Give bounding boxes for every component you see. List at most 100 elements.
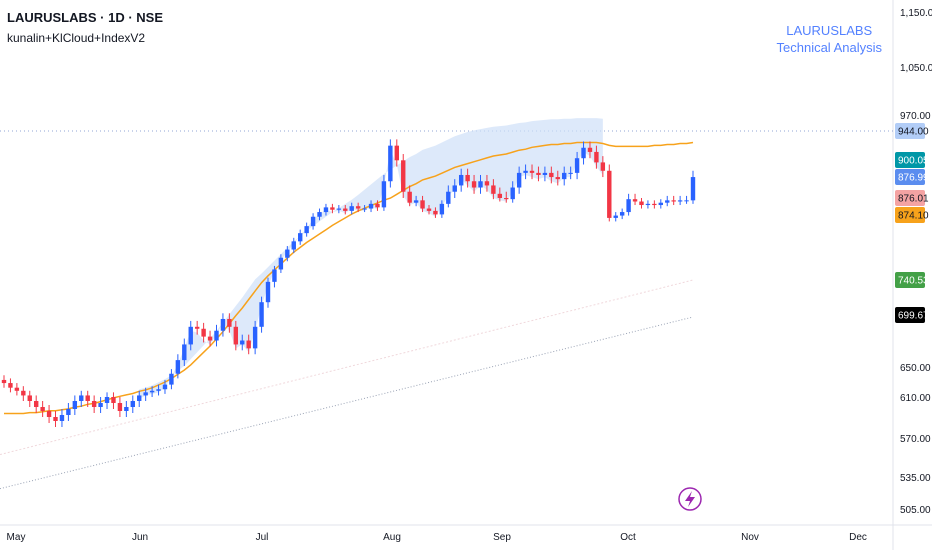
- candle: [130, 395, 135, 413]
- price-axis[interactable]: 1,150.00 1,050.00 970.00 610.00 650.00 570.00…: [900, 8, 932, 516]
- candle: [240, 334, 245, 351]
- price-tag: 900.05: [895, 152, 929, 168]
- candle: [523, 164, 528, 180]
- candle: [555, 170, 560, 186]
- candle: [684, 195, 689, 204]
- candle: [98, 397, 103, 413]
- x-tick-label: Oct: [620, 532, 636, 543]
- candle: [426, 205, 432, 215]
- price-tag-label: 876.01: [898, 194, 929, 205]
- y-tick-label: 970.00: [900, 111, 931, 122]
- candle: [298, 229, 303, 245]
- candle: [285, 246, 290, 262]
- price-tag-label: 740.53: [898, 276, 929, 287]
- candle: [613, 212, 618, 222]
- candle: [619, 208, 625, 220]
- indicator-name[interactable]: kunalin+KlCloud+IndexV2: [7, 31, 146, 45]
- candle: [91, 395, 97, 413]
- candle: [491, 179, 496, 200]
- candle: [310, 213, 316, 230]
- candle: [478, 174, 483, 194]
- candle: [542, 166, 548, 182]
- candle: [465, 168, 470, 188]
- candle: [645, 200, 651, 209]
- candle: [265, 277, 271, 308]
- candle: [375, 200, 380, 211]
- price-tag: 944.00: [895, 123, 929, 139]
- candle: [549, 166, 554, 184]
- price-tag-label: 900.05: [898, 156, 929, 167]
- candle: [117, 397, 123, 417]
- time-axis[interactable]: May Jun Jul Aug Sep Oct Nov Dec: [7, 532, 867, 543]
- price-tags: 944.00 900.05 876.99 876.01 874.10 740.53 699.…: [895, 123, 929, 323]
- candle: [59, 409, 65, 427]
- candle: [137, 390, 142, 407]
- candle: [111, 392, 116, 409]
- candle: [420, 195, 425, 213]
- candle: [497, 187, 503, 202]
- x-tick-label: Sep: [493, 532, 511, 543]
- candle: [104, 392, 110, 409]
- candle: [188, 320, 193, 351]
- candle: [252, 320, 258, 355]
- candle: [407, 185, 412, 207]
- candle: [401, 154, 406, 198]
- candle: [446, 185, 451, 208]
- price-tag-label: 876.99: [898, 173, 929, 184]
- candle: [343, 205, 348, 215]
- candle: [394, 139, 399, 167]
- x-tick-label: Nov: [741, 532, 759, 543]
- x-tick-label: Jul: [256, 532, 269, 543]
- price-tag-label: 874.10: [898, 211, 929, 222]
- price-tag: 874.10: [895, 207, 929, 223]
- candle: [349, 202, 354, 215]
- watermark: LAURUSLABS Technical Analysis: [777, 22, 883, 56]
- candle: [330, 203, 335, 214]
- candle: [458, 168, 464, 192]
- candle: [671, 195, 676, 206]
- x-tick-label: Aug: [383, 532, 401, 543]
- candle: [143, 387, 148, 401]
- candle: [149, 386, 155, 397]
- candle: [278, 254, 284, 273]
- price-tag-label: 944.00: [898, 127, 929, 138]
- symbol-title[interactable]: LAURUSLABS · 1D · NSE: [7, 10, 164, 25]
- ma-long-upper: [0, 279, 694, 456]
- y-tick-label: 610.00: [900, 393, 931, 404]
- candle: [690, 170, 696, 204]
- candle: [658, 199, 664, 209]
- candle: [194, 320, 200, 335]
- watermark-line-2: Technical Analysis: [776, 40, 883, 55]
- x-tick-label: Jun: [132, 532, 148, 543]
- candle: [433, 207, 438, 218]
- price-tag-label: 699.67: [898, 311, 929, 322]
- candle: [169, 369, 174, 390]
- candle: [504, 191, 509, 203]
- candle: [336, 205, 342, 214]
- candle: [33, 395, 39, 413]
- y-tick-label: 1,150.00: [900, 8, 932, 19]
- candle: [652, 200, 657, 209]
- candle: [1, 375, 7, 388]
- candle: [272, 265, 277, 288]
- x-tick-label: May: [7, 532, 26, 543]
- price-tag: 699.67: [895, 307, 929, 323]
- candle: [439, 200, 445, 218]
- x-tick-label: Dec: [849, 532, 867, 543]
- candle: [388, 139, 393, 188]
- candle: [175, 354, 181, 379]
- candle: [665, 195, 670, 207]
- candle: [124, 401, 129, 417]
- candle: [510, 181, 515, 203]
- candle: [8, 378, 13, 393]
- candle: [413, 195, 419, 207]
- lightning-bolt-icon[interactable]: [678, 487, 702, 511]
- candle: [246, 334, 251, 355]
- candle: [162, 379, 168, 394]
- candle: [220, 313, 226, 337]
- candle: [362, 205, 367, 213]
- candle: [72, 395, 78, 415]
- candle: [639, 198, 644, 209]
